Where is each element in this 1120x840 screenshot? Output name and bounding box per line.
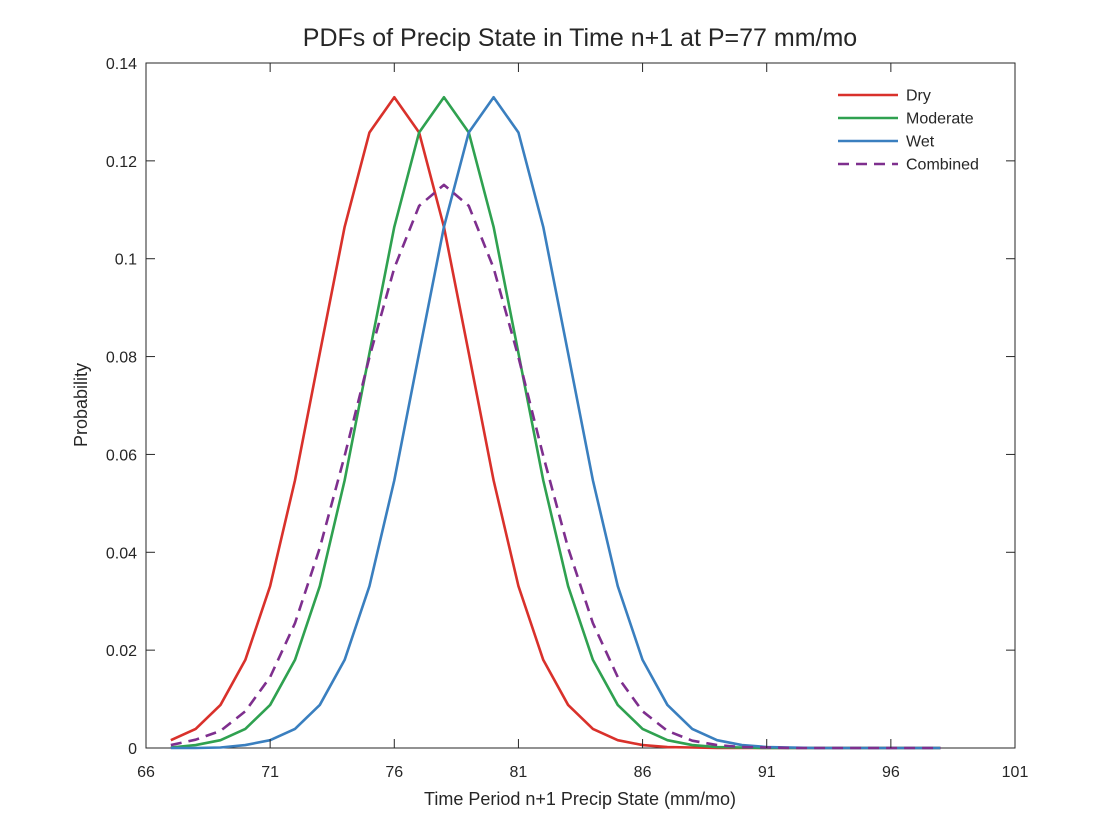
series-layer <box>170 95 941 750</box>
x-axis-label: Time Period n+1 Precip State (mm/mo) <box>424 789 736 809</box>
axes-layer: 66 71 76 81 86 91 96 101 0 0.02 0.04 0.06 0.08 0.1 0.1… <box>106 56 1029 781</box>
x-tick-label: 71 <box>261 764 279 781</box>
y-tick-label: 0 <box>128 741 137 758</box>
y-tick-label: 0.04 <box>106 545 137 562</box>
legend: Dry Moderate Wet Combined <box>838 88 979 174</box>
y-tick-label: 0.1 <box>115 252 137 269</box>
y-tick-label: 0.14 <box>106 56 137 73</box>
series-line-wet <box>170 95 941 750</box>
legend-label-moderate: Moderate <box>906 111 974 128</box>
x-tick-label: 66 <box>137 764 155 781</box>
y-axis-label: Probability <box>71 363 91 447</box>
x-tick-label: 91 <box>758 764 776 781</box>
x-tick-label: 86 <box>634 764 652 781</box>
x-tick-label: 101 <box>1002 764 1029 781</box>
legend-label-wet: Wet <box>906 134 935 151</box>
chart-title: PDFs of Precip State in Time n+1 at P=77… <box>303 24 857 52</box>
x-tick-label: 76 <box>385 764 403 781</box>
x-tick-label: 96 <box>882 764 900 781</box>
y-tick-label: 0.08 <box>106 350 137 367</box>
series-line-combined <box>170 183 941 750</box>
y-tick-label: 0.02 <box>106 643 137 660</box>
legend-label-dry: Dry <box>906 88 931 105</box>
legend-label-combined: Combined <box>906 157 979 174</box>
y-tick-label: 0.06 <box>106 447 137 464</box>
x-tick-label: 81 <box>510 764 528 781</box>
plot-area <box>145 62 1016 749</box>
y-tick-label: 0.12 <box>106 154 137 171</box>
